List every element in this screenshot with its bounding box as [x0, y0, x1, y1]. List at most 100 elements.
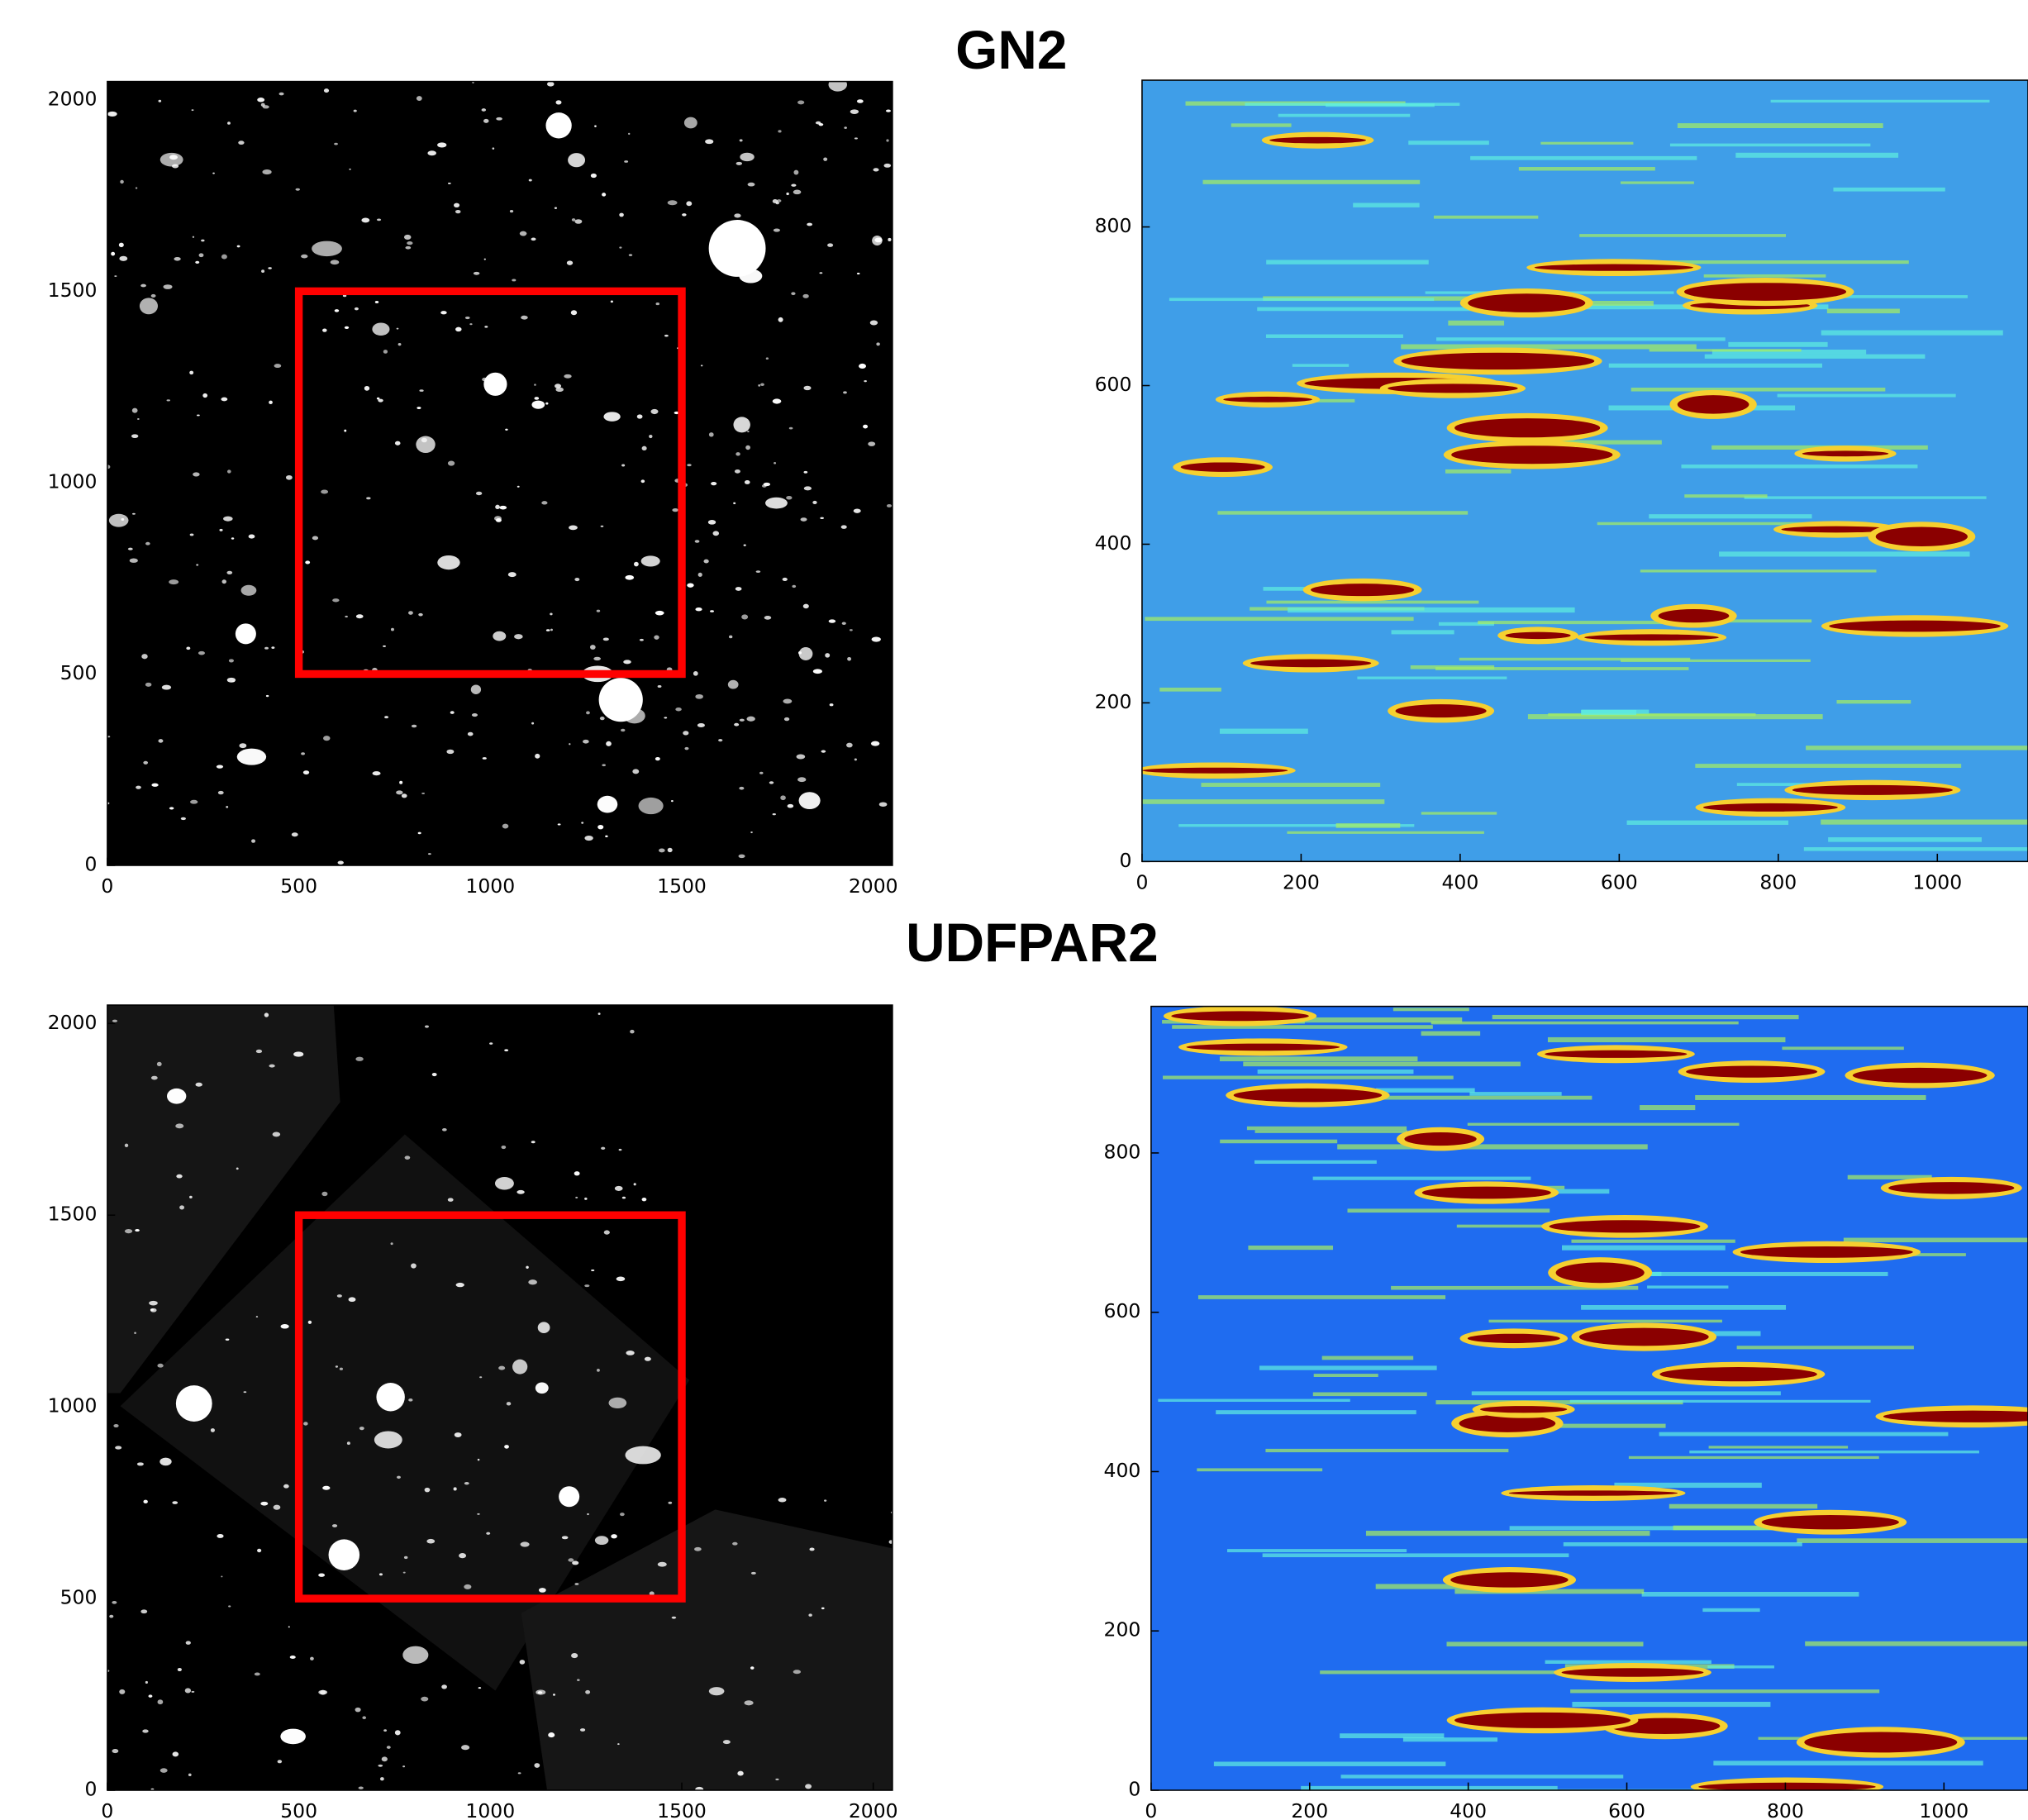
y-tick-label: 400 [1095, 531, 1132, 555]
star [446, 750, 454, 754]
star [115, 1446, 121, 1449]
image-background [1142, 80, 2028, 861]
x-tick-label: 400 [1441, 870, 1478, 893]
spectrum-trace [1292, 364, 1349, 366]
star [223, 517, 233, 522]
star [623, 660, 631, 664]
star [456, 1283, 464, 1287]
star [189, 1196, 193, 1198]
spectrum-trace [1326, 103, 1435, 107]
star [654, 636, 659, 640]
spectrum-trace [1254, 1160, 1377, 1164]
star [450, 711, 455, 714]
x-tick-label: 1000 [465, 1799, 515, 1820]
star [461, 1745, 469, 1750]
star [192, 1691, 195, 1693]
star [541, 501, 547, 504]
star [616, 1277, 626, 1282]
spectrum-trace [1336, 823, 1401, 828]
star [387, 1746, 391, 1749]
spectrum-core [1678, 395, 1750, 413]
star [356, 614, 364, 618]
star [418, 613, 422, 617]
spectrum-trace [1719, 551, 1969, 556]
star [359, 1427, 364, 1430]
star [887, 504, 892, 507]
spectrum-trace [1771, 100, 1990, 102]
star [202, 393, 207, 398]
star [518, 1772, 521, 1774]
star [534, 397, 539, 400]
star [312, 536, 318, 541]
spectrum-trace [1629, 1456, 1879, 1459]
star [111, 252, 115, 256]
star [132, 408, 138, 413]
star [844, 126, 847, 129]
star [472, 713, 478, 717]
star [531, 238, 536, 241]
star [292, 832, 298, 836]
star [255, 1672, 260, 1675]
x-tick-label: 400 [1450, 1799, 1487, 1820]
spectrum-trace [1695, 1095, 1926, 1100]
star [734, 723, 739, 727]
star [842, 622, 846, 625]
star [354, 110, 357, 112]
star [372, 322, 389, 336]
star [131, 434, 138, 438]
star [464, 1482, 469, 1484]
spectrum-trace [1579, 234, 1786, 237]
spectrum-trace [1366, 1531, 1650, 1536]
x-tick-label: 500 [280, 874, 317, 898]
star [244, 1391, 247, 1393]
star [402, 793, 407, 798]
star [695, 540, 700, 542]
star [534, 1763, 540, 1768]
spectrum-trace [1401, 345, 1697, 350]
star [186, 646, 190, 650]
spectrum-core [1269, 137, 1366, 144]
spectrum-trace [1821, 820, 2028, 825]
spectrum-trace [1735, 153, 1898, 158]
spectrum-trace [1340, 1733, 1444, 1738]
spectrum-trace [1702, 1608, 1759, 1612]
star [226, 1339, 230, 1341]
spectrum-core [1454, 1713, 1630, 1728]
star [617, 1743, 620, 1745]
star [455, 1432, 462, 1437]
star [344, 430, 346, 432]
star [649, 435, 652, 438]
star [395, 1730, 401, 1735]
star [695, 1787, 703, 1792]
spectrum-trace [1548, 1037, 1785, 1042]
star [448, 460, 455, 465]
star [303, 770, 309, 774]
star [744, 1700, 753, 1705]
star [693, 671, 698, 676]
star [495, 1177, 514, 1189]
spectrum-trace [1145, 617, 1413, 621]
star [740, 719, 745, 722]
spectrum-core [1234, 1089, 1383, 1102]
star [756, 570, 761, 573]
star [142, 1729, 148, 1732]
star [483, 757, 487, 760]
spectrum-trace [1705, 355, 1926, 359]
star [397, 1476, 401, 1479]
star [197, 415, 200, 417]
star [347, 1441, 350, 1445]
star [288, 1626, 290, 1627]
star [397, 328, 399, 330]
spectrum-trace [1627, 821, 1788, 825]
star [804, 486, 812, 490]
star [496, 117, 502, 121]
bright-star [176, 1385, 212, 1422]
spectrum-trace [1684, 494, 1767, 498]
spectrum-trace [1313, 1393, 1427, 1397]
star [454, 203, 459, 207]
y-tick-label: 600 [1095, 373, 1132, 396]
star [793, 190, 802, 195]
star [305, 560, 310, 564]
star [569, 526, 578, 531]
star [883, 164, 891, 168]
